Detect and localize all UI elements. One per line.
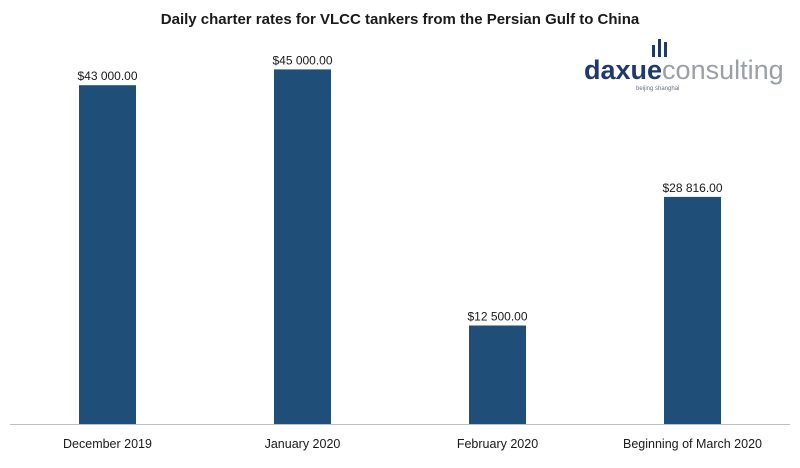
logo-bars-icon xyxy=(652,39,667,57)
bar xyxy=(469,325,526,424)
chart-title: Daily charter rates for VLCC tankers fro… xyxy=(161,11,640,28)
x-tick-label: February 2020 xyxy=(457,437,538,451)
logo-brand-part2: consulting xyxy=(662,55,784,85)
x-tick-label: December 2019 xyxy=(63,437,152,451)
logo-wordmark: daxueconsulting xyxy=(584,55,784,85)
bar xyxy=(274,69,331,425)
bar-value-label: $43 000.00 xyxy=(77,69,137,83)
daxue-consulting-logo: daxueconsulting beijing shanghai xyxy=(584,39,784,92)
bar-series: $43 000.00 $45 000.00 $12 500.00 $28 816.00 xyxy=(77,53,723,425)
x-tick-label: Beginning of March 2020 xyxy=(623,437,762,451)
logo-tagline: beijing shanghai xyxy=(636,86,679,92)
bar-value-label: $28 816.00 xyxy=(662,181,722,195)
bar xyxy=(79,85,136,424)
logo-brand-part1: daxue xyxy=(584,55,662,85)
bar-value-label: $12 500.00 xyxy=(467,310,527,324)
bar xyxy=(664,196,721,424)
x-tick-label: January 2020 xyxy=(265,437,341,451)
x-axis-tick-labels: December 2019 January 2020 February 2020 Be… xyxy=(63,437,762,451)
bar-value-label: $45 000.00 xyxy=(272,53,332,67)
